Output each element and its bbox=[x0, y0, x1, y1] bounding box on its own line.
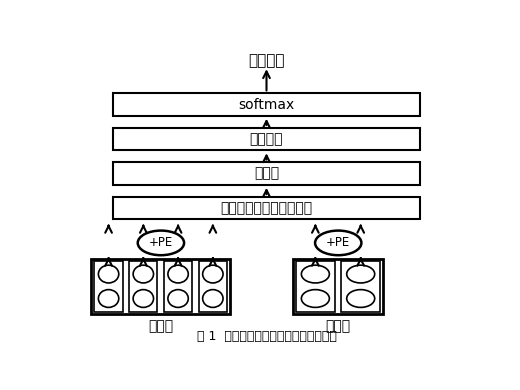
Text: +PE: +PE bbox=[149, 236, 173, 249]
FancyBboxPatch shape bbox=[95, 261, 123, 312]
Text: 情感分类: 情感分类 bbox=[248, 53, 285, 68]
Ellipse shape bbox=[168, 265, 188, 283]
FancyBboxPatch shape bbox=[113, 93, 420, 116]
Text: 全连接层: 全连接层 bbox=[250, 132, 283, 146]
Ellipse shape bbox=[347, 290, 375, 307]
FancyBboxPatch shape bbox=[296, 261, 335, 312]
Ellipse shape bbox=[98, 290, 119, 307]
Ellipse shape bbox=[302, 265, 329, 283]
Ellipse shape bbox=[133, 265, 153, 283]
Ellipse shape bbox=[203, 290, 223, 307]
Ellipse shape bbox=[302, 290, 329, 307]
Ellipse shape bbox=[138, 230, 184, 255]
Ellipse shape bbox=[315, 230, 361, 255]
FancyBboxPatch shape bbox=[91, 259, 230, 314]
Ellipse shape bbox=[203, 265, 223, 283]
Ellipse shape bbox=[98, 265, 119, 283]
FancyBboxPatch shape bbox=[113, 197, 420, 220]
Ellipse shape bbox=[347, 265, 375, 283]
Text: softmax: softmax bbox=[238, 98, 295, 112]
FancyBboxPatch shape bbox=[164, 261, 192, 312]
Text: 方面词: 方面词 bbox=[326, 319, 350, 333]
Text: +PE: +PE bbox=[326, 236, 350, 249]
Ellipse shape bbox=[168, 290, 188, 307]
FancyBboxPatch shape bbox=[199, 261, 227, 312]
FancyBboxPatch shape bbox=[129, 261, 158, 312]
FancyBboxPatch shape bbox=[341, 261, 380, 312]
FancyBboxPatch shape bbox=[113, 128, 420, 151]
Text: 可复位特征级注意力网络: 可复位特征级注意力网络 bbox=[220, 201, 313, 215]
FancyBboxPatch shape bbox=[113, 162, 420, 185]
Text: 池化层: 池化层 bbox=[254, 167, 279, 181]
FancyBboxPatch shape bbox=[293, 259, 383, 314]
Text: 图 1  可复位特征级注意力情感分类模型: 图 1 可复位特征级注意力情感分类模型 bbox=[197, 330, 336, 343]
Ellipse shape bbox=[133, 290, 153, 307]
Text: 上下文: 上下文 bbox=[148, 319, 173, 333]
